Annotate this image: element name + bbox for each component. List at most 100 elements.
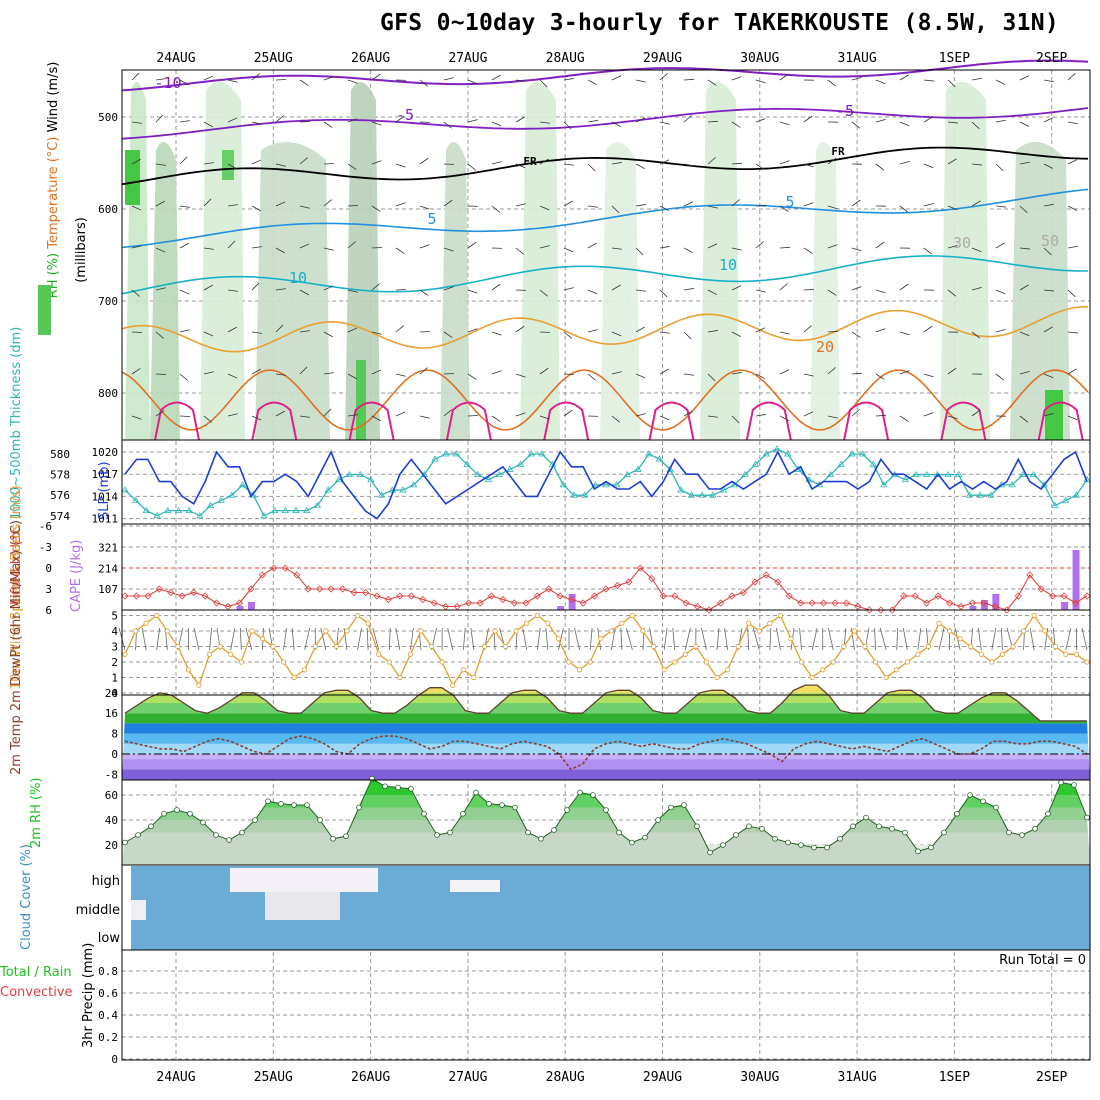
- wind-barb: [227, 373, 238, 379]
- rh-point: [707, 849, 713, 856]
- thickness-point: [313, 501, 322, 508]
- wind-barb: [419, 415, 430, 419]
- temp-tick: 0: [111, 748, 118, 761]
- rh-point: [174, 807, 180, 813]
- cloud-middle: [265, 892, 340, 920]
- thickness-tick: 574: [50, 510, 70, 523]
- wind-barb: [515, 116, 525, 123]
- wind-barb: [1043, 79, 1054, 83]
- wind-barb: [251, 331, 262, 334]
- rh-point: [291, 802, 297, 808]
- thickness-point: [399, 486, 407, 493]
- contour-label: 10: [289, 269, 307, 287]
- contour-label: 30: [953, 234, 971, 252]
- rh-tick: 60: [105, 789, 118, 802]
- wind-tick: 4: [111, 625, 118, 638]
- thickness-point: [1008, 481, 1016, 488]
- wind-speed-point: [228, 651, 234, 657]
- wind-barb: [659, 331, 670, 334]
- wind-barb: [752, 627, 760, 651]
- wind-barb: [227, 117, 238, 123]
- rh-high-shading: [356, 360, 366, 440]
- wind-barb: [491, 74, 501, 81]
- date-label-bottom: 26AUG: [351, 1070, 390, 1085]
- rh-point: [434, 832, 440, 838]
- wind-speed-point: [862, 643, 868, 650]
- wind-speed-point: [1031, 612, 1037, 619]
- panel-frame-precip: [121, 949, 1091, 1061]
- wind-tick: 2: [111, 656, 118, 669]
- rh-point: [980, 798, 986, 805]
- contour-label: 10: [719, 256, 737, 274]
- wind-barb: [545, 627, 549, 651]
- lifted-point: [751, 578, 759, 586]
- wind-barb: [203, 415, 212, 423]
- lifted-point: [877, 606, 885, 614]
- wind-barb: [755, 373, 766, 380]
- wind-barb: [347, 373, 357, 380]
- thickness-point: [645, 450, 653, 457]
- slp-axis-label: SLP (mb): [97, 461, 112, 520]
- precip-tick: 0.8: [98, 965, 118, 978]
- thickness-point: [441, 450, 450, 457]
- wind-barb: [707, 79, 717, 86]
- wind-barb: [683, 410, 693, 417]
- rh-point: [928, 844, 934, 851]
- wind-speed-point: [333, 643, 340, 650]
- wind-barb: [947, 367, 957, 375]
- rh-point: [122, 839, 128, 846]
- wind-barb: [827, 205, 838, 210]
- wind-barb: [539, 245, 550, 249]
- panel-frames: [121, 69, 1091, 1061]
- wind-barb: [1029, 627, 1035, 651]
- wind-barb: [467, 289, 478, 294]
- wind-barb: [731, 285, 742, 291]
- wind-barb: [1067, 73, 1076, 81]
- thickness-point: [484, 475, 493, 483]
- wind-barb: [995, 205, 1006, 208]
- lifted-point: [522, 599, 530, 607]
- wind-barb: [491, 283, 501, 291]
- wind-speed-point: [693, 643, 699, 650]
- temp-band: [122, 754, 1090, 760]
- precip-tick: 0.2: [98, 1031, 118, 1044]
- wind-barb: [419, 289, 429, 296]
- lifted-point: [705, 606, 713, 614]
- wind-barb: [635, 247, 644, 256]
- wind-barb: [1001, 627, 1003, 651]
- wind-speed-point: [386, 659, 392, 665]
- lifted-point: [419, 595, 427, 604]
- wind-barb: [227, 240, 236, 249]
- lifted-tick: -6: [39, 520, 52, 533]
- wind-barb: [155, 331, 164, 339]
- wind-barb: [227, 413, 238, 417]
- wind-speed-point: [428, 643, 435, 650]
- temp-tick: 16: [105, 707, 118, 720]
- lifted-point: [407, 592, 415, 600]
- wind-barb: [947, 245, 958, 249]
- stability-panel: [121, 550, 1091, 614]
- wind-barb: [803, 247, 813, 254]
- thickness-point: [634, 465, 642, 472]
- wind-barb: [611, 284, 621, 291]
- wind-barb: [707, 415, 718, 418]
- rh-point: [252, 817, 258, 823]
- wind-barb: [410, 627, 414, 651]
- wind-barb: [635, 413, 646, 417]
- wind-barb: [971, 331, 981, 339]
- lifted-point: [980, 599, 988, 607]
- wind-barb: [899, 74, 909, 81]
- thickness-point: [281, 506, 290, 514]
- wind-barb: [515, 412, 526, 417]
- wind-barb: [179, 289, 190, 295]
- thickness-tick: 580: [50, 448, 70, 461]
- wind-barb: [776, 627, 781, 651]
- lifted-point: [923, 599, 931, 607]
- lifted-point: [728, 592, 736, 600]
- lifted-point: [946, 599, 954, 607]
- wind-barb: [155, 78, 166, 81]
- wind-speed-point: [249, 628, 255, 634]
- wind-speed-point: [323, 628, 329, 634]
- wind-barb: [491, 331, 502, 336]
- wind-barb: [803, 115, 813, 123]
